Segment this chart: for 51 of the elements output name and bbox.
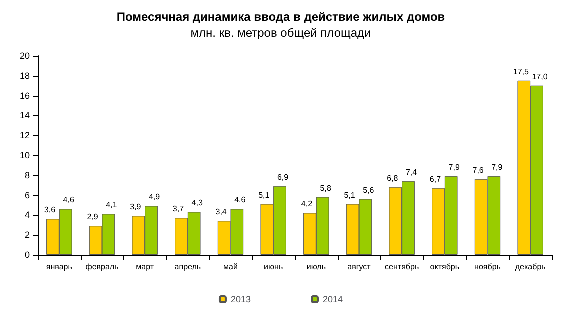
y-tick-label: 20 <box>20 51 30 61</box>
data-label: 4,2 <box>301 200 314 209</box>
x-tick-label: июль <box>306 262 326 272</box>
y-tick-label: 2 <box>24 230 30 240</box>
data-label: 6,7 <box>430 174 442 184</box>
x-tick-label: май <box>224 262 238 272</box>
x-tick-label: июнь <box>264 262 284 272</box>
data-label: 17,5 <box>513 67 530 76</box>
y-tick-label: 10 <box>20 150 30 160</box>
y-tick-label: 14 <box>20 110 30 121</box>
data-label: 4,6 <box>63 196 75 205</box>
x-tick-label: апрель <box>174 262 202 272</box>
data-label: 4,1 <box>106 200 118 210</box>
chart-title: Помесячная динамика ввода в действие жилых домов <box>116 10 446 24</box>
data-label: 7,6 <box>472 166 484 175</box>
y-tick-label: 4 <box>24 210 30 220</box>
data-label: 3,4 <box>216 208 228 217</box>
data-label: 3,7 <box>172 204 185 214</box>
x-tick-label: ноябрь <box>474 262 501 272</box>
data-label: 6,8 <box>387 174 399 183</box>
data-label: 5,1 <box>258 190 270 200</box>
data-label: 5,8 <box>320 184 332 193</box>
data-label: 4,9 <box>148 192 161 202</box>
x-tick-label: декабрь <box>515 262 546 272</box>
x-tick-label: февраль <box>86 262 119 272</box>
y-tick-label: 0 <box>24 250 30 260</box>
chart-subtitle: млн. кв. метров общей площади <box>190 26 372 40</box>
data-label: 17,0 <box>532 72 548 82</box>
data-label: 4,3 <box>192 198 204 208</box>
y-tick-label: 6 <box>24 190 30 200</box>
data-label: 3,9 <box>130 202 142 212</box>
x-tick-label: март <box>136 262 154 272</box>
data-label: 7,9 <box>492 162 504 172</box>
data-label: 5,6 <box>363 186 375 195</box>
x-tick-label: октябрь <box>430 262 460 272</box>
data-label: 7,4 <box>406 168 418 177</box>
y-tick-label: 16 <box>20 90 30 101</box>
y-tick-label: 12 <box>20 130 30 141</box>
y-tick-label: 8 <box>24 170 30 180</box>
x-tick-label: январь <box>46 262 72 272</box>
y-tick-label: 18 <box>20 70 30 81</box>
data-label: 6,9 <box>277 172 290 182</box>
data-label: 5,1 <box>344 190 356 200</box>
x-tick-label: сентябрь <box>385 262 420 272</box>
legend-label: 2014 <box>323 294 344 304</box>
data-label: 3,6 <box>44 206 56 215</box>
x-tick-label: август <box>348 262 372 272</box>
data-label: 2,9 <box>87 212 99 222</box>
legend-label: 2013 <box>230 294 252 304</box>
data-label: 7,9 <box>448 162 460 172</box>
data-label: 4,6 <box>234 196 246 205</box>
